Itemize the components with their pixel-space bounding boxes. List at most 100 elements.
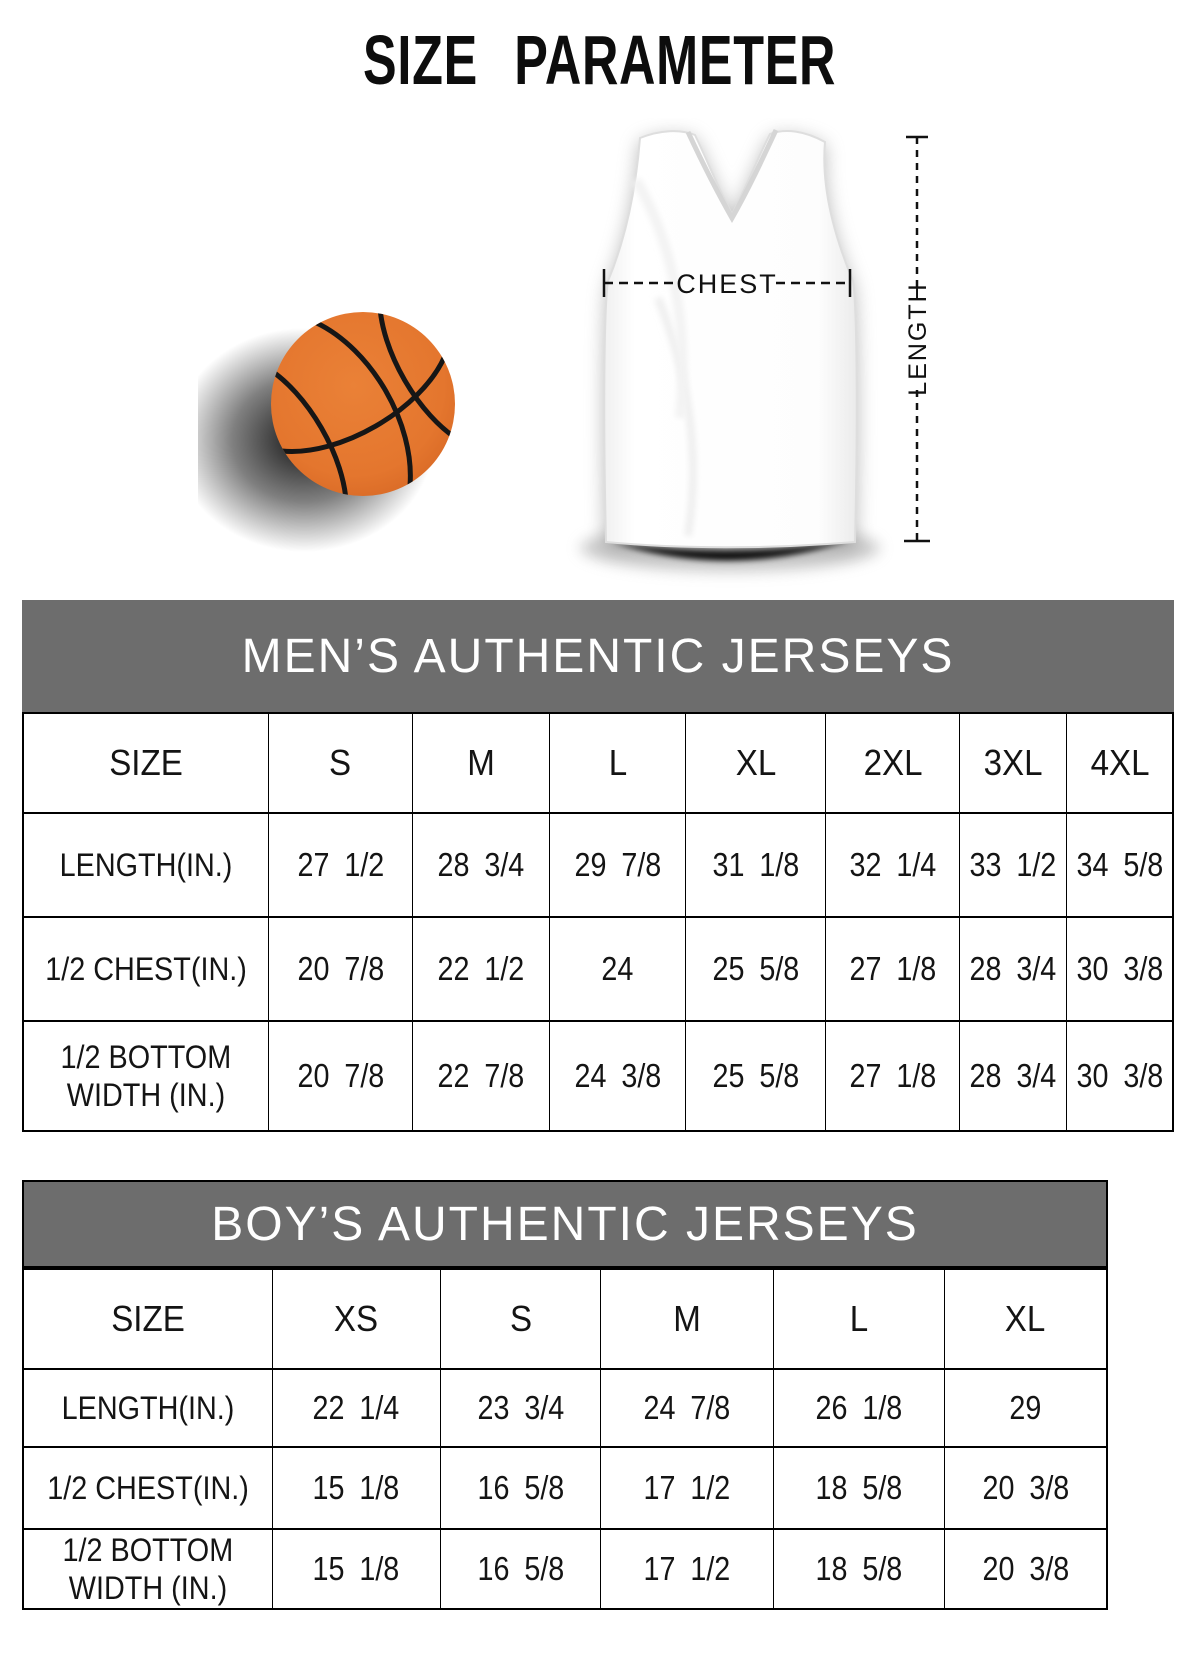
- measurement-value: 28 3/4: [969, 1057, 1057, 1094]
- table-cell: 16 5/8: [439, 1528, 602, 1610]
- row-label-line1: 1/2 BOTTOM: [60, 1038, 232, 1075]
- table-cell: XL: [943, 1268, 1108, 1370]
- column-header: XS: [334, 1298, 379, 1339]
- table-cell: 24 7/8: [600, 1368, 774, 1448]
- ball-seams: [262, 298, 464, 510]
- table-cell: 1/2 CHEST(IN.): [22, 916, 270, 1022]
- measurement-value: 28 3/4: [969, 950, 1057, 987]
- jersey-illustration: CHEST LENGTH: [580, 128, 932, 572]
- measurement-value: 24 3/8: [574, 1057, 661, 1094]
- length-label: LENGTH: [904, 282, 932, 395]
- table-cell: 23 3/4: [439, 1368, 602, 1448]
- table-cell: 30 3/8: [1066, 916, 1174, 1022]
- row-label-line2: WIDTH (IN.): [66, 1077, 226, 1113]
- table-cell: 17 1/2: [600, 1446, 774, 1530]
- measurement-value: 18 5/8: [815, 1469, 903, 1506]
- column-header: 3XL: [983, 742, 1043, 783]
- row-label: 1/2 CHEST(IN.): [47, 1469, 249, 1506]
- column-header: L: [849, 1298, 868, 1339]
- table-cell: L: [772, 1268, 945, 1370]
- table-row: 1/2 CHEST(IN.) 15 1/8 16 5/8 17 1/2 18 5…: [22, 1446, 1108, 1530]
- column-header: XL: [1005, 1298, 1046, 1339]
- column-header: S: [329, 742, 352, 783]
- table-cell: 28 3/4: [411, 812, 550, 918]
- measurement-value: 30 3/8: [1076, 1057, 1163, 1094]
- mens-table-header-bar: MEN’S AUTHENTIC JERSEYS: [22, 600, 1174, 712]
- measurement-value: 17 1/2: [643, 1469, 731, 1506]
- table-cell: 34 5/8: [1066, 812, 1174, 918]
- measurement-value: 27 1/2: [296, 846, 384, 883]
- column-header: XL: [735, 742, 777, 783]
- measurement-value: 30 3/8: [1076, 950, 1163, 987]
- table-cell: 18 5/8: [772, 1528, 945, 1610]
- table-cell: 25 5/8: [685, 916, 827, 1022]
- table-cell: S: [439, 1268, 602, 1370]
- table-cell: LENGTH(IN.): [22, 812, 270, 918]
- table-cell: 32 1/4: [825, 812, 961, 918]
- measurement-value: 32 1/4: [849, 846, 937, 883]
- measurement-value: 22 1/4: [312, 1389, 400, 1426]
- column-header: 2XL: [863, 742, 923, 783]
- column-header: L: [608, 742, 627, 783]
- length-measure-line: [904, 135, 930, 543]
- table-cell: SIZE: [22, 1268, 273, 1370]
- measurement-value: 15 1/8: [312, 1469, 400, 1506]
- table-cell: 31 1/8: [685, 812, 827, 918]
- table-cell: 25 5/8: [685, 1020, 827, 1132]
- measurement-value: 16 5/8: [477, 1469, 564, 1506]
- table-cell: 28 3/4: [959, 916, 1068, 1022]
- table-cell: 1/2 CHEST(IN.): [22, 1446, 273, 1530]
- table-cell: 4XL: [1066, 712, 1174, 814]
- column-header: S: [509, 1298, 532, 1339]
- table-row: SIZE S M L XL 2XL 3XL 4XL: [22, 712, 1174, 814]
- measurement-value: 29: [1009, 1389, 1042, 1426]
- boys-size-section: BOY’S AUTHENTIC JERSEYS SIZE XS S M L XL…: [22, 1180, 1108, 1610]
- size-header: SIZE: [109, 742, 183, 783]
- table-row: SIZE XS S M L XL: [22, 1268, 1108, 1370]
- boys-table-title: BOY’S AUTHENTIC JERSEYS: [211, 1197, 919, 1251]
- table-row: 1/2 CHEST(IN.) 20 7/8 22 1/2 24 25 5/8 2…: [22, 916, 1174, 1022]
- table-cell: XL: [685, 712, 827, 814]
- page-title-text: SIZE PARAMETER: [363, 21, 837, 99]
- measurement-value: 27 1/8: [849, 950, 937, 987]
- boys-table-header-bar: BOY’S AUTHENTIC JERSEYS: [22, 1180, 1108, 1268]
- column-header: 4XL: [1090, 742, 1149, 783]
- table-cell: LENGTH(IN.): [22, 1368, 273, 1448]
- measurement-value: 20 3/8: [982, 1550, 1069, 1587]
- measurement-value: 34 5/8: [1076, 846, 1163, 883]
- measurement-value: 27 1/8: [849, 1057, 937, 1094]
- table-cell: 29 7/8: [548, 812, 687, 918]
- basketball-icon: [198, 298, 464, 552]
- boys-size-table: SIZE XS S M L XL LENGTH(IN.) 22 1/4 23 3…: [22, 1268, 1108, 1610]
- jersey-hem-shadow: [612, 540, 850, 561]
- table-cell: 20 7/8: [268, 916, 413, 1022]
- measurement-value: 24 7/8: [643, 1389, 731, 1426]
- table-row: LENGTH(IN.) 27 1/2 28 3/4 29 7/8 31 1/8 …: [22, 812, 1174, 918]
- table-cell: SIZE: [22, 712, 270, 814]
- table-row: 1/2 BOTTOM WIDTH (IN.) 15 1/8 16 5/8 17 …: [22, 1528, 1108, 1610]
- jersey-wrinkle: [654, 296, 697, 537]
- measurement-value: 29 7/8: [574, 846, 661, 883]
- table-cell: 18 5/8: [772, 1446, 945, 1530]
- table-cell: S: [268, 712, 413, 814]
- measurement-value: 15 1/8: [312, 1550, 400, 1587]
- chest-label: CHEST: [676, 269, 778, 299]
- table-cell: 20 7/8: [268, 1020, 413, 1132]
- table-cell: M: [411, 712, 550, 814]
- measurement-value: 16 5/8: [477, 1550, 564, 1587]
- table-cell: 1/2 BOTTOM WIDTH (IN.): [22, 1020, 270, 1132]
- table-cell: 15 1/8: [271, 1528, 441, 1610]
- mens-table-title: MEN’S AUTHENTIC JERSEYS: [241, 629, 955, 683]
- row-label: LENGTH(IN.): [61, 1389, 235, 1426]
- table-cell: 24: [548, 916, 687, 1022]
- table-cell: 2XL: [825, 712, 961, 814]
- table-cell: 1/2 BOTTOM WIDTH (IN.): [22, 1528, 273, 1610]
- table-cell: 16 5/8: [439, 1446, 602, 1530]
- measurement-value: 17 1/2: [643, 1550, 731, 1587]
- column-header: M: [466, 742, 495, 783]
- mens-size-table: SIZE S M L XL 2XL 3XL 4XL LENGTH(IN.) 27…: [22, 712, 1174, 1132]
- table-cell: 30 3/8: [1066, 1020, 1174, 1132]
- measurement-value: 22 7/8: [437, 1057, 525, 1094]
- measurement-value: 28 3/4: [437, 846, 525, 883]
- ball-body: [271, 312, 455, 496]
